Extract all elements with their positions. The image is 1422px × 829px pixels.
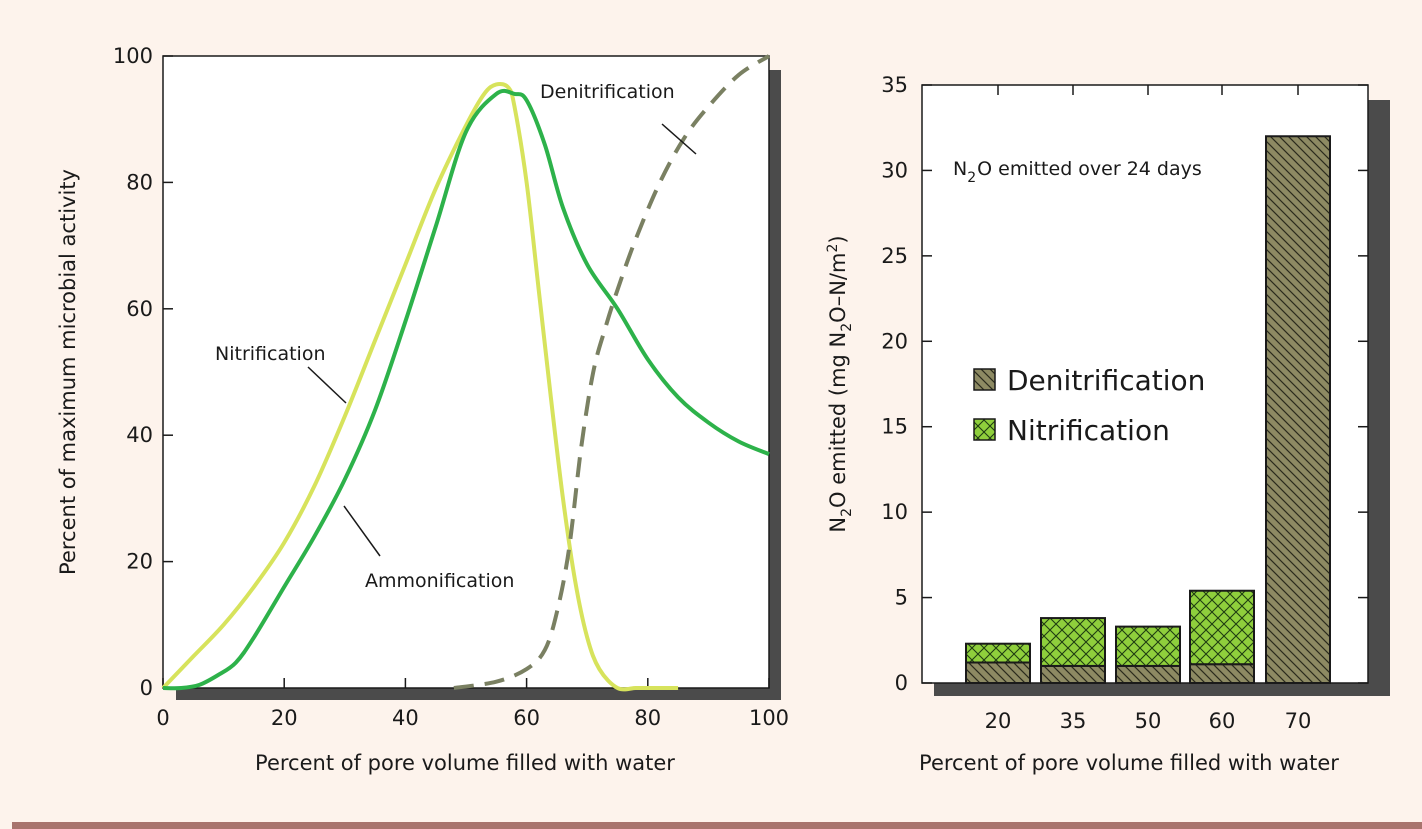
x-category-label: 60: [1209, 709, 1236, 733]
y-tick-label: 30: [881, 158, 908, 182]
x-category-label: 20: [985, 709, 1012, 733]
y-title-subscript: 2: [839, 508, 855, 517]
series-line-ammonification: [162, 88, 770, 691]
x-tick-label: 60: [513, 706, 540, 730]
y-title-part: N: [826, 517, 850, 533]
line-chart-plot-area: [162, 55, 770, 689]
y-tick-label: 0: [895, 671, 908, 695]
line-chart-ticks: 0 20 40 60 80 100 0 20 40 60 80 100: [113, 44, 789, 730]
bar-chart-ticks: 0 5 10 15 20 25 30 35 20 35 50 60 70: [881, 73, 1368, 733]
bar-chart-title-subscript: 2: [967, 170, 976, 186]
x-tick-label: 20: [271, 706, 298, 730]
y-tick-label: 5: [895, 586, 908, 610]
y-title-superscript: 2: [825, 244, 841, 253]
y-tick-label: 20: [126, 550, 153, 574]
bar-chart-y-axis-title: N2O emitted (mg N2O–N/m2): [825, 235, 855, 532]
y-tick-label: 35: [881, 73, 908, 97]
y-tick-label: 80: [126, 170, 153, 194]
bar-denitrification-50: [1115, 664, 1181, 685]
x-tick-label: 100: [749, 706, 789, 730]
bar-denitrification-60: [1189, 663, 1255, 684]
legend-label-denitrification: Denitrification: [1007, 364, 1205, 397]
bar-chart-title-part: O emitted over 24 days: [977, 158, 1202, 180]
x-tick-label: 0: [156, 706, 169, 730]
y-tick-label: 25: [881, 244, 908, 268]
bar-chart-bars: [965, 135, 1331, 685]
y-tick-label: 0: [140, 676, 153, 700]
y-title-subscript: 2: [839, 323, 855, 332]
bar-chart-title: N2O emitted over 24 days: [953, 158, 1202, 186]
bar-denitrification-35: [1040, 664, 1106, 685]
bar-nitrification-50: [1115, 625, 1181, 667]
denitrification-leader-line: [661, 123, 697, 155]
x-tick-label: 40: [392, 706, 419, 730]
bar-chart-legend: Denitrification Nitrification: [973, 364, 1205, 447]
nitrification-leader-line: [307, 366, 347, 404]
series-line-denitrification: [453, 54, 771, 690]
legend-swatch-nitrification: [973, 418, 996, 441]
legend-label-nitrification: Nitrification: [1007, 414, 1170, 447]
ammonification-leader-line: [343, 505, 381, 557]
bar-nitrification-20: [965, 642, 1031, 664]
legend-swatch-denitrification: [973, 368, 996, 391]
series-line-nitrification: [161, 81, 679, 692]
x-category-label: 70: [1285, 709, 1312, 733]
bottom-rule: [12, 822, 1422, 829]
bar-chart-title-part: N: [953, 158, 967, 180]
y-title-part: O emitted (mg N: [826, 332, 850, 508]
line-chart-series: [161, 54, 771, 692]
y-title-part: O–N/m: [826, 253, 850, 323]
y-tick-label: 40: [126, 423, 153, 447]
y-tick-label: 10: [881, 500, 908, 524]
line-chart: 0 20 40 60 80 100 0 20 40 60 80 100 Nitrification A…: [56, 44, 789, 775]
y-tick-label: 100: [113, 44, 153, 68]
bar-denitrification-20: [965, 661, 1031, 684]
ammonification-annotation: Ammonification: [365, 570, 514, 592]
bar-nitrification-60: [1189, 589, 1255, 666]
nitrification-annotation: Nitrification: [215, 343, 325, 365]
y-tick-label: 60: [126, 297, 153, 321]
bar-nitrification-35: [1040, 617, 1106, 667]
x-category-label: 35: [1060, 709, 1087, 733]
x-category-label: 50: [1135, 709, 1162, 733]
y-tick-label: 20: [881, 329, 908, 353]
y-title-part: ): [826, 235, 850, 243]
bar-chart-x-axis-title: Percent of pore volume filled with water: [919, 751, 1339, 775]
y-tick-label: 15: [881, 415, 908, 439]
line-chart-x-axis-title: Percent of pore volume filled with water: [255, 751, 675, 775]
bar-denitrification-70: [1265, 135, 1331, 684]
x-tick-label: 80: [634, 706, 661, 730]
denitrification-annotation: Denitrification: [540, 81, 675, 103]
line-chart-y-axis-title: Percent of maximum microbial activity: [56, 169, 80, 575]
